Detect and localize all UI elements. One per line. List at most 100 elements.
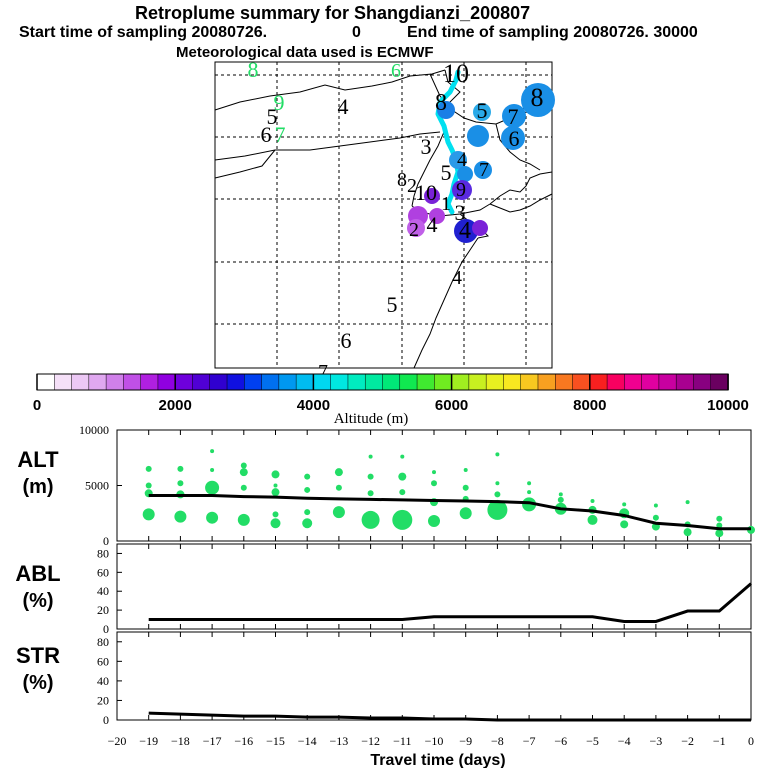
altitude-scatter-point	[367, 473, 374, 480]
altitude-scatter-point	[432, 470, 436, 475]
trajectory-circle	[502, 104, 526, 128]
alt-panel: 0 5000 10000 ALT (m)	[17, 423, 755, 548]
altitude-scatter-point	[367, 490, 374, 497]
colorbar-cell	[693, 373, 712, 391]
map-circles	[407, 83, 555, 243]
panel-frame	[116, 631, 752, 721]
x-tick-label: −10	[425, 734, 444, 748]
abl-panel: 0 20 40 60 80 ABL (%)	[15, 543, 752, 636]
colorbar-cell	[520, 373, 539, 391]
panel-ylabel-line1: ALT	[17, 447, 59, 472]
altitude-scatter-point	[622, 502, 627, 507]
colorbar-cell	[192, 373, 211, 391]
panel-ylabel-line1: STR	[16, 643, 60, 668]
colorbar-cell	[572, 373, 591, 391]
altitude-colorbar: 0 2000 4000 6000 8000 10000 Altitude (m)	[33, 373, 749, 427]
colorbar-cell	[503, 373, 522, 391]
map-day-label: 2	[407, 175, 417, 197]
colorbar-cell	[537, 373, 556, 391]
altitude-scatter-point	[557, 496, 564, 503]
x-tick-label: −4	[618, 734, 631, 748]
colorbar-cell	[658, 373, 677, 391]
altitude-scatter-point	[587, 514, 598, 525]
colorbar-cell	[157, 373, 176, 391]
colorbar-cell	[330, 373, 349, 391]
colorbar-tick-label: 4000	[297, 397, 330, 414]
map-day-label: 5	[441, 160, 452, 185]
trajectory-circle	[429, 208, 445, 224]
colorbar-cell	[54, 373, 73, 391]
colorbar-cell	[71, 373, 90, 391]
altitude-scatter-point	[527, 490, 532, 495]
x-tick-label: −3	[650, 734, 663, 748]
map-day-label: 10	[443, 59, 469, 88]
altitude-scatter-point	[142, 508, 155, 521]
panel-ylabel-line2: (%)	[22, 672, 53, 694]
altitude-scatter-point	[177, 480, 184, 487]
str-panel: 0 20 40 60 80 STR (%)	[16, 631, 752, 727]
map-day-label: 5	[477, 98, 488, 123]
trajectory-circle	[457, 166, 473, 182]
trajectory-circle	[472, 220, 488, 236]
colorbar-label: Altitude (m)	[334, 411, 409, 427]
altitude-scatter-point	[494, 491, 501, 498]
x-tick-label: −18	[171, 734, 190, 748]
map-day-label: 3	[455, 200, 466, 225]
map-day-label: 4	[457, 149, 467, 171]
colorbar-cell	[244, 373, 263, 391]
altitude-scatter-point	[558, 492, 563, 497]
map-day-label: 6	[509, 126, 520, 151]
altitude-scatter-point	[527, 481, 532, 486]
altitude-scatter-point	[304, 509, 311, 516]
trajectory-circle	[407, 219, 425, 237]
map-day-label: 8	[531, 83, 544, 112]
map-day-label: 7	[508, 104, 519, 129]
x-tick-label: −15	[266, 734, 285, 748]
colorbar-cell	[209, 373, 228, 391]
trajectory-circle	[501, 126, 525, 150]
colorbar-cell	[313, 373, 332, 391]
map-day-label: 6	[391, 60, 401, 82]
y-tick-label: 5000	[85, 479, 109, 493]
met-data-note: Meteorological data used is ECMWF	[176, 44, 434, 61]
altitude-scatter-point	[620, 520, 629, 529]
trajectory-circle	[449, 151, 467, 169]
start-time-label: Start time of sampling 20080726.	[19, 24, 268, 41]
altitude-scatter-point	[487, 499, 508, 520]
map-day-label: 5	[387, 292, 398, 317]
altitude-scatter-point	[240, 484, 247, 491]
altitude-scatter-point	[463, 467, 468, 472]
altitude-scatter-point	[685, 500, 690, 505]
colorbar-cell	[382, 373, 401, 391]
map-day-label: 6	[261, 122, 272, 147]
altitude-scatter-point	[270, 518, 281, 529]
colorbar-cell	[451, 373, 470, 391]
map-day-label: 4	[459, 218, 471, 244]
colorbar-cell	[261, 373, 280, 391]
altitude-scatter-point	[271, 470, 280, 479]
trajectory-circle	[424, 188, 440, 204]
altitude-scatter-point	[272, 511, 279, 518]
colorbar-cell	[123, 373, 142, 391]
start-time-value: 0	[352, 24, 361, 41]
altitude-scatter-point	[273, 483, 278, 488]
colorbar-cell	[399, 373, 418, 391]
y-tick-label: 60	[97, 654, 109, 668]
series-line	[148, 711, 751, 722]
x-tick-label: −5	[586, 734, 599, 748]
colorbar-cell	[624, 373, 643, 391]
altitude-scatter-point	[716, 522, 723, 529]
map-day-label: 8	[397, 169, 407, 191]
map-day-label: 1	[441, 193, 451, 215]
altitude-scatter-point	[431, 480, 437, 487]
colorbar-cell	[295, 373, 315, 391]
colorbar-cell	[226, 373, 246, 391]
altitude-scatter-point	[653, 503, 658, 508]
x-tick-label: −12	[361, 734, 380, 748]
panel-ylabel-line2: (%)	[22, 590, 53, 612]
x-tick-label: 0	[748, 734, 754, 748]
trajectory-circle	[473, 103, 491, 121]
altitude-scatter-point	[459, 507, 472, 520]
map-day-label: 7	[479, 159, 489, 181]
altitude-scatter-point	[206, 511, 219, 524]
